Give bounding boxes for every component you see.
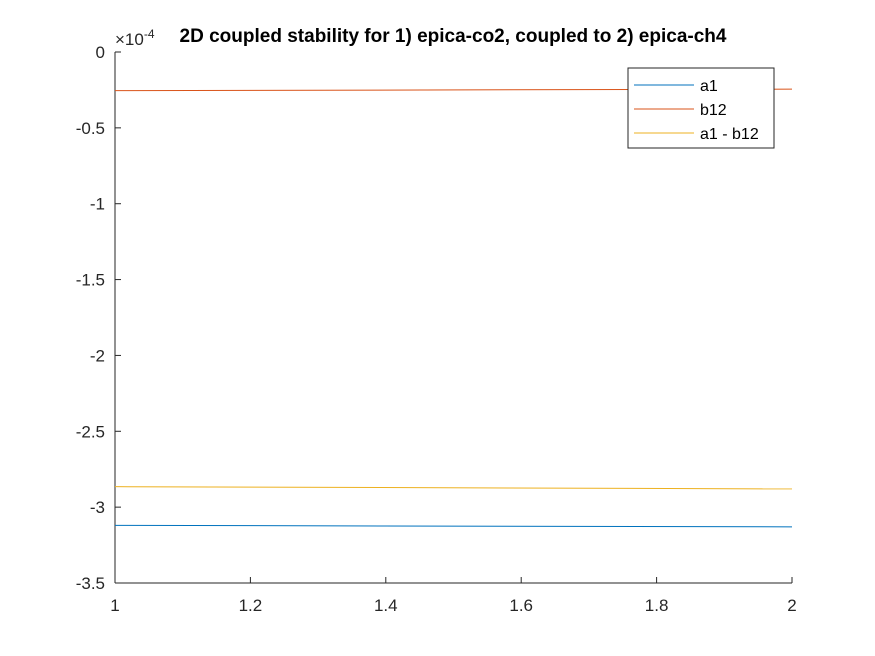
y-axis-exponent-label: ×10-4: [115, 27, 155, 49]
legend-box: [627, 67, 775, 149]
y-tick-label: -1.5: [76, 271, 105, 290]
legend-label: a1 - b12: [700, 126, 759, 143]
y-tick-label: -3: [90, 498, 105, 517]
y-tick-label: -3.5: [76, 574, 105, 593]
chart-title: 2D coupled stability for 1) epica-co2, c…: [180, 26, 727, 47]
legend-label: b12: [700, 102, 727, 119]
x-tick-label: 1.8: [645, 596, 669, 615]
y-tick-label: -2.5: [76, 422, 105, 441]
y-tick-label: -0.5: [76, 119, 105, 138]
axes: [114, 51, 793, 584]
legend: a1 b12 a1 - b12: [627, 67, 775, 149]
x-tick-label: 1.6: [509, 596, 533, 615]
x-tick-label: 1.4: [374, 596, 398, 615]
y-tick-label: 0: [96, 43, 105, 62]
series-lines: [114, 88, 793, 528]
x-tick-label: 1.2: [239, 596, 263, 615]
series-line-a1: [114, 524, 793, 528]
y-tick-label: -1: [90, 195, 105, 214]
y-tick-label: -2: [90, 346, 105, 365]
x-tick-label: 1: [110, 596, 119, 615]
tick-labels: 1 1.2 1.4 1.6 1.8 2 0 -0.5 -1 -1.5 -2 -2.5 -3 -3.5: [76, 43, 797, 615]
legend-label: a1: [700, 78, 718, 95]
x-tick-label: 2: [787, 596, 796, 615]
series-line-a1-b12: [114, 486, 793, 490]
